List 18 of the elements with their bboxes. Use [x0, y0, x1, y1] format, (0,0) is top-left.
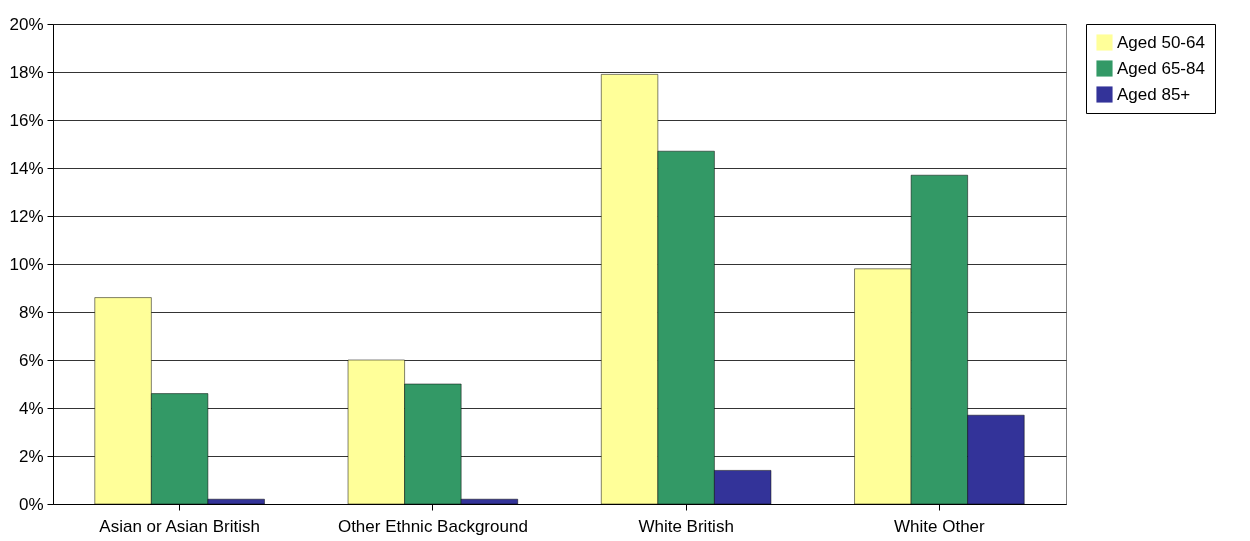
x-tick-label: White Other [894, 516, 986, 536]
y-tick-label: 8% [18, 302, 44, 322]
y-tick-label: 6% [18, 350, 44, 370]
legend-label: Aged 85+ [1117, 84, 1191, 104]
y-tick-label: 16% [9, 110, 44, 130]
y-tick-label: 4% [18, 398, 44, 418]
x-tick-label: Other Ethnic Background [337, 516, 528, 536]
y-tick-label: 0% [18, 494, 44, 514]
y-tick-label: 20% [9, 14, 44, 34]
y-tick-label: 14% [9, 158, 44, 178]
y-tick-label: 2% [18, 446, 44, 466]
x-tick-label: White British [638, 516, 734, 536]
y-tick-label: 18% [9, 62, 44, 82]
x-tick-label: Asian or Asian British [99, 516, 260, 536]
legend-label: Aged 65-84 [1117, 58, 1205, 78]
y-tick-label: 10% [9, 254, 44, 274]
y-tick-label: 12% [9, 206, 44, 226]
legend-label: Aged 50-64 [1117, 32, 1205, 52]
